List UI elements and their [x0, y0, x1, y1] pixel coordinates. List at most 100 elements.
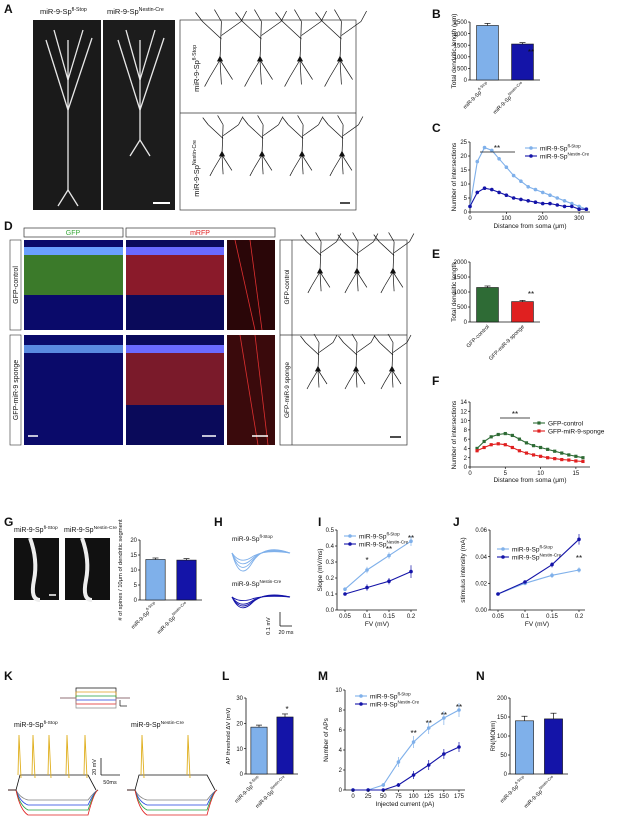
- micrograph-fl-stop: [33, 20, 101, 210]
- series-line: [353, 709, 460, 791]
- scale-label: 20 mV: [92, 759, 98, 775]
- x-tick-label: 0.15: [383, 614, 395, 620]
- data-point: [533, 187, 538, 192]
- y-tick-label: 20: [130, 538, 137, 544]
- column-label: miR-9-Spfl-Stop: [40, 7, 87, 16]
- data-point: [482, 445, 486, 450]
- y-tick-label: 0: [464, 78, 468, 84]
- data-point: [409, 539, 413, 543]
- neuron-tracing: [322, 115, 364, 177]
- data-point: [538, 454, 543, 458]
- dendrite: [406, 334, 412, 343]
- bar: [145, 559, 166, 601]
- dendrite: [313, 333, 320, 343]
- data-point: [489, 443, 493, 447]
- dendrite: [117, 39, 141, 111]
- voltage-trace: [8, 789, 99, 801]
- trace-label: miR-9-SpNestin-Cre: [232, 579, 282, 588]
- legend-label: miR-9-Spfl-Stop: [540, 143, 581, 152]
- soma: [338, 150, 346, 157]
- data-point: [546, 456, 550, 460]
- x-tick-label: 0.1: [521, 614, 530, 620]
- data-point: [475, 190, 480, 195]
- dendrite: [355, 369, 366, 385]
- tracing-box: [179, 19, 357, 211]
- data-point: [526, 199, 530, 203]
- nuclear-layer: [126, 247, 224, 255]
- y-tick-label: 10: [130, 568, 137, 574]
- dendrite: [221, 154, 224, 175]
- dendrite: [301, 154, 304, 175]
- significance: **: [528, 48, 534, 57]
- y-tick-label: 500: [457, 67, 468, 73]
- significance: **: [576, 554, 582, 563]
- dendrite: [324, 77, 330, 87]
- dendrite: [311, 271, 321, 286]
- column-label: miR-9-SpNestin-Cre: [64, 525, 117, 534]
- data-point: [523, 580, 527, 584]
- y-tick-label: 6: [464, 437, 468, 443]
- x-tick-label: 0: [468, 216, 472, 222]
- dendrite: [221, 124, 224, 156]
- mrfp-band: [126, 350, 224, 405]
- y-tick-label: 4: [339, 748, 343, 754]
- significance: **: [410, 729, 416, 738]
- neuron-tracing: [235, 9, 287, 87]
- y-tick-label: 2500: [454, 20, 468, 26]
- y-tick-label: 5: [464, 196, 468, 202]
- dendrite: [257, 115, 264, 125]
- dendrite: [356, 271, 368, 288]
- dendrite: [310, 369, 319, 383]
- series-line: [344, 540, 412, 590]
- x-tick-label: 300: [574, 216, 585, 222]
- action-potential: [65, 734, 70, 779]
- data-point: [496, 432, 500, 437]
- dendrite: [299, 59, 302, 85]
- voltage-trace: [8, 789, 99, 806]
- nuclear-layer: [24, 247, 123, 255]
- dendrite: [355, 342, 358, 371]
- soma: [352, 365, 360, 372]
- data-point: [381, 783, 386, 787]
- dendrite: [391, 369, 394, 388]
- y-axis-label: Slope (mV/ms): [317, 549, 324, 592]
- y-tick-label: 0.4: [326, 544, 335, 550]
- legend-label: miR-9-SpNestin-Cre: [370, 699, 420, 708]
- neuron-tracing: [300, 232, 342, 294]
- data-point: [577, 537, 581, 542]
- micrograph-mrfp-zoom: [227, 335, 275, 445]
- legend-marker: [529, 154, 533, 158]
- dendrite: [392, 241, 395, 273]
- data-point: [490, 187, 494, 192]
- dendrite: [379, 342, 394, 356]
- dendrite: [289, 59, 301, 78]
- panel-letter: M: [318, 669, 328, 683]
- soma: [258, 150, 266, 157]
- dendrite: [332, 334, 338, 343]
- data-point: [517, 437, 522, 441]
- data-point: [560, 451, 564, 455]
- data-point: [396, 760, 401, 764]
- x-tick-label: 150: [439, 794, 450, 800]
- dendrite: [334, 9, 342, 22]
- y-axis-label: RN(MOhm): [491, 721, 497, 752]
- y-tick-label: 0.1: [326, 592, 335, 598]
- dendrite: [320, 10, 327, 22]
- row-label: GFP-miR-9 sponge: [284, 362, 291, 418]
- significance: *: [285, 705, 288, 714]
- trace-label: miR-9-Spfl-Stop: [232, 534, 273, 543]
- dendrite: [254, 334, 269, 446]
- x-tick-label: 25: [365, 794, 372, 800]
- dendrite: [219, 59, 233, 80]
- gfp-band: [24, 250, 123, 295]
- y-tick-label: 0: [240, 772, 244, 778]
- x-tick-label: 0.2: [575, 614, 584, 620]
- y-tick-label: 0.0: [326, 608, 335, 614]
- dendrite: [261, 154, 273, 171]
- category-label: miR-9-SpNestin-Cre: [253, 775, 288, 810]
- dendrite: [259, 59, 273, 80]
- y-tick-label: 15: [130, 553, 137, 559]
- dendrite: [219, 59, 222, 85]
- significance: **: [528, 290, 534, 299]
- dendrite: [219, 21, 222, 61]
